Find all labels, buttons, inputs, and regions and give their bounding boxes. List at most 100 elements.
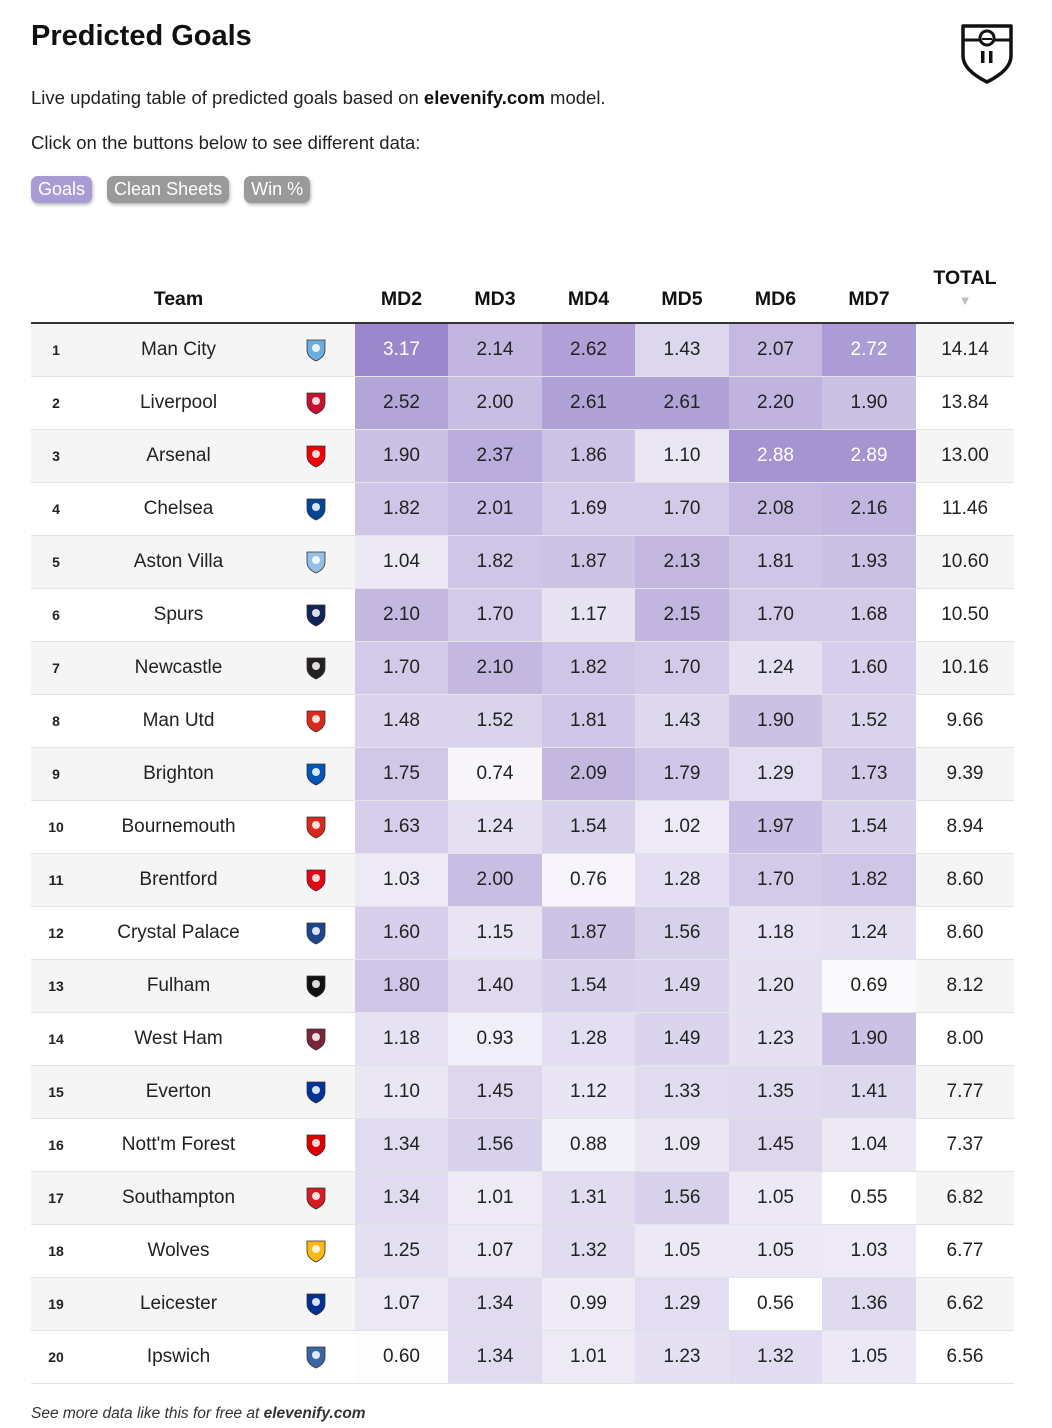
footer-elevenify-link[interactable]: elevenify.com <box>263 1405 366 1422</box>
rank-cell: 17 <box>31 1171 81 1225</box>
total-value: 6.56 <box>916 1330 1014 1384</box>
liverpool-crest-icon <box>306 392 325 415</box>
crest-cell <box>276 747 355 801</box>
goals-button[interactable]: Goals <box>31 176 93 203</box>
table-body: 1 Man City 3.17 2.14 2.62 1.43 2.07 2.72 14.14 2 L… <box>31 323 1014 1384</box>
table-row: 3 Arsenal 1.90 2.37 1.86 1.10 2.88 2.89 13.00 <box>31 429 1014 483</box>
team-name: Ipswich <box>81 1330 276 1384</box>
team-name: West Ham <box>81 1012 276 1066</box>
md6-value: 1.23 <box>729 1012 822 1066</box>
md6-header[interactable]: MD6 <box>729 254 822 324</box>
md5-header[interactable]: MD5 <box>635 254 729 324</box>
total-value: 8.12 <box>916 959 1014 1013</box>
total-value: 10.60 <box>916 535 1014 589</box>
crest-cell <box>276 906 355 960</box>
md2-value: 1.03 <box>355 853 448 907</box>
total-header[interactable]: TOTAL ▼ <box>916 254 1014 324</box>
md2-value: 1.34 <box>355 1171 448 1225</box>
md4-value: 1.54 <box>542 800 635 854</box>
data-type-buttons: Goals Clean Sheets Win % <box>31 176 311 203</box>
crest-header <box>276 254 355 324</box>
md7-value: 1.41 <box>822 1065 916 1119</box>
crest-cell <box>276 959 355 1013</box>
md5-value: 1.43 <box>635 694 729 748</box>
team-header[interactable]: Team <box>81 254 276 324</box>
elevenify-link[interactable]: elevenify.com <box>423 87 545 108</box>
md5-value: 2.13 <box>635 535 729 589</box>
md6-value: 1.18 <box>729 906 822 960</box>
total-value: 8.94 <box>916 800 1014 854</box>
md7-value: 1.36 <box>822 1277 916 1331</box>
md4-value: 1.87 <box>542 535 635 589</box>
everton-crest-icon <box>306 1081 325 1104</box>
brentford-crest-icon <box>306 869 325 892</box>
md3-value: 2.00 <box>448 853 542 907</box>
table-row: 7 Newcastle 1.70 2.10 1.82 1.70 1.24 1.60 10.16 <box>31 641 1014 695</box>
md2-header[interactable]: MD2 <box>355 254 448 324</box>
rank-cell: 13 <box>31 959 81 1013</box>
md2-value: 1.70 <box>355 641 448 695</box>
team-name: Southampton <box>81 1171 276 1225</box>
total-value: 9.39 <box>916 747 1014 801</box>
rank-cell: 19 <box>31 1277 81 1331</box>
rank-cell: 4 <box>31 482 81 536</box>
md5-value: 1.56 <box>635 906 729 960</box>
md7-value: 1.90 <box>822 376 916 430</box>
rank-cell: 20 <box>31 1330 81 1384</box>
brighton-crest-icon <box>306 763 325 786</box>
md4-value: 2.09 <box>542 747 635 801</box>
md3-value: 1.70 <box>448 588 542 642</box>
md4-value: 0.76 <box>542 853 635 907</box>
md6-value: 1.24 <box>729 641 822 695</box>
md3-value: 2.37 <box>448 429 542 483</box>
md6-value: 1.05 <box>729 1224 822 1278</box>
md7-value: 1.93 <box>822 535 916 589</box>
md4-value: 2.61 <box>542 376 635 430</box>
total-value: 6.77 <box>916 1224 1014 1278</box>
table-row: 13 Fulham 1.80 1.40 1.54 1.49 1.20 0.69 8.12 <box>31 959 1014 1013</box>
table-row: 2 Liverpool 2.52 2.00 2.61 2.61 2.20 1.90 13.84 <box>31 376 1014 430</box>
team-name: Leicester <box>81 1277 276 1331</box>
table-row: 16 Nott'm Forest 1.34 1.56 0.88 1.09 1.45 1.04 7… <box>31 1118 1014 1172</box>
md4-value: 1.32 <box>542 1224 635 1278</box>
total-value: 6.62 <box>916 1277 1014 1331</box>
crest-cell <box>276 853 355 907</box>
rank-cell: 12 <box>31 906 81 960</box>
md4-value: 1.12 <box>542 1065 635 1119</box>
md2-value: 1.75 <box>355 747 448 801</box>
md2-value: 1.63 <box>355 800 448 854</box>
team-name: Fulham <box>81 959 276 1013</box>
predicted-goals-table: Team MD2 MD3 MD4 MD5 MD6 MD7 TOTAL ▼ 1 Ma… <box>31 254 1014 1384</box>
md7-value: 2.89 <box>822 429 916 483</box>
win-percent-button[interactable]: Win % <box>244 176 311 203</box>
arsenal-crest-icon <box>306 445 325 468</box>
table-row: 17 Southampton 1.34 1.01 1.31 1.56 1.05 0.55 6.8… <box>31 1171 1014 1225</box>
md3-header[interactable]: MD3 <box>448 254 542 324</box>
total-value: 10.16 <box>916 641 1014 695</box>
fulham-crest-icon <box>306 975 325 998</box>
crest-cell <box>276 1330 355 1384</box>
sort-down-icon[interactable]: ▼ <box>958 293 972 308</box>
md5-value: 1.70 <box>635 641 729 695</box>
md7-header[interactable]: MD7 <box>822 254 916 324</box>
md3-value: 1.07 <box>448 1224 542 1278</box>
md5-value: 1.43 <box>635 323 729 377</box>
clean-sheets-button[interactable]: Clean Sheets <box>107 176 230 203</box>
total-value: 10.50 <box>916 588 1014 642</box>
md7-value: 1.05 <box>822 1330 916 1384</box>
total-value: 8.60 <box>916 853 1014 907</box>
crest-cell <box>276 1012 355 1066</box>
md3-value: 2.10 <box>448 641 542 695</box>
md7-value: 1.24 <box>822 906 916 960</box>
md6-value: 1.45 <box>729 1118 822 1172</box>
md4-header[interactable]: MD4 <box>542 254 635 324</box>
crest-cell <box>276 588 355 642</box>
rank-cell: 7 <box>31 641 81 695</box>
crest-cell <box>276 1171 355 1225</box>
md7-value: 0.69 <box>822 959 916 1013</box>
md3-value: 1.01 <box>448 1171 542 1225</box>
rank-cell: 18 <box>31 1224 81 1278</box>
rank-cell: 15 <box>31 1065 81 1119</box>
md2-value: 1.25 <box>355 1224 448 1278</box>
table-row: 19 Leicester 1.07 1.34 0.99 1.29 0.56 1.36 6.62 <box>31 1277 1014 1331</box>
